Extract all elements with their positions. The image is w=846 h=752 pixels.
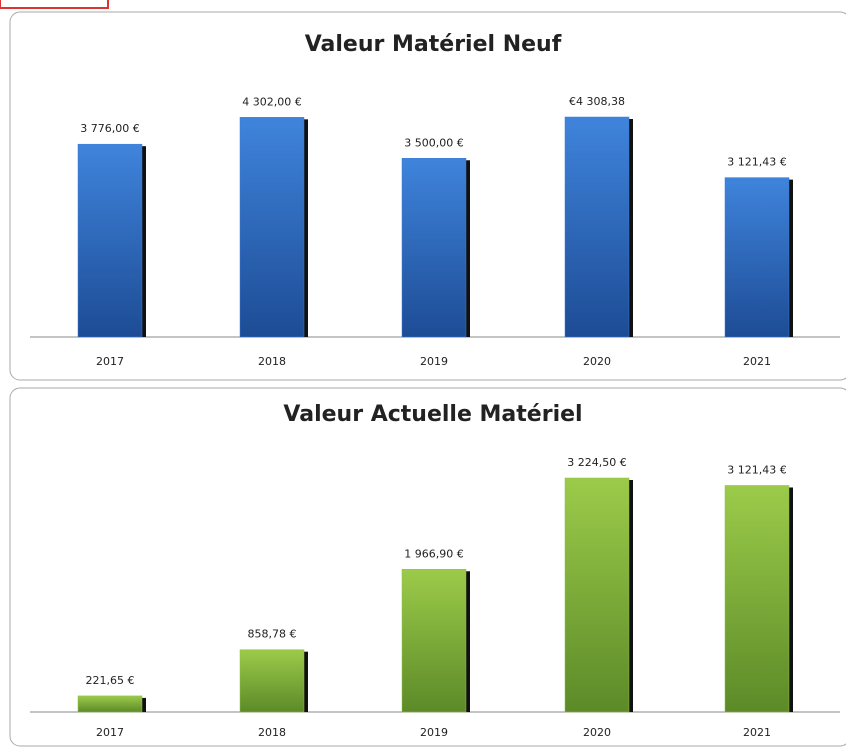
data-label: 858,78 € [248,628,297,641]
chart-title: Valeur Actuelle Matériel [283,402,582,427]
data-label: 3 776,00 € [80,122,139,135]
x-tick-label: 2019 [420,355,448,368]
bar [564,477,630,713]
x-tick-label: 2020 [583,726,611,739]
bar [724,177,790,338]
x-tick-label: 2021 [743,726,771,739]
bar [239,649,305,713]
data-label: 3 500,00 € [404,136,463,149]
data-label: €4 308,38 [569,95,625,108]
x-tick-label: 2019 [420,726,448,739]
bar [564,116,630,338]
data-label: 221,65 € [86,674,135,687]
bar [77,695,143,713]
panel [9,387,846,747]
x-tick-label: 2021 [743,355,771,368]
x-tick-label: 2017 [96,355,124,368]
data-label: 1 966,90 € [404,547,463,560]
chart-title: Valeur Matériel Neuf [305,32,562,57]
bar [724,485,790,713]
data-label: 4 302,00 € [242,95,301,108]
x-tick-label: 2018 [258,726,286,739]
data-label: 3 121,43 € [727,156,786,169]
bar [239,117,305,338]
x-tick-label: 2020 [583,355,611,368]
highlight [0,0,109,9]
x-tick-label: 2018 [258,355,286,368]
bar [401,158,467,338]
bar [77,143,143,338]
x-tick-label: 2017 [96,726,124,739]
bar [401,569,467,713]
data-label: 3 121,43 € [727,463,786,476]
data-label: 3 224,50 € [567,456,626,469]
